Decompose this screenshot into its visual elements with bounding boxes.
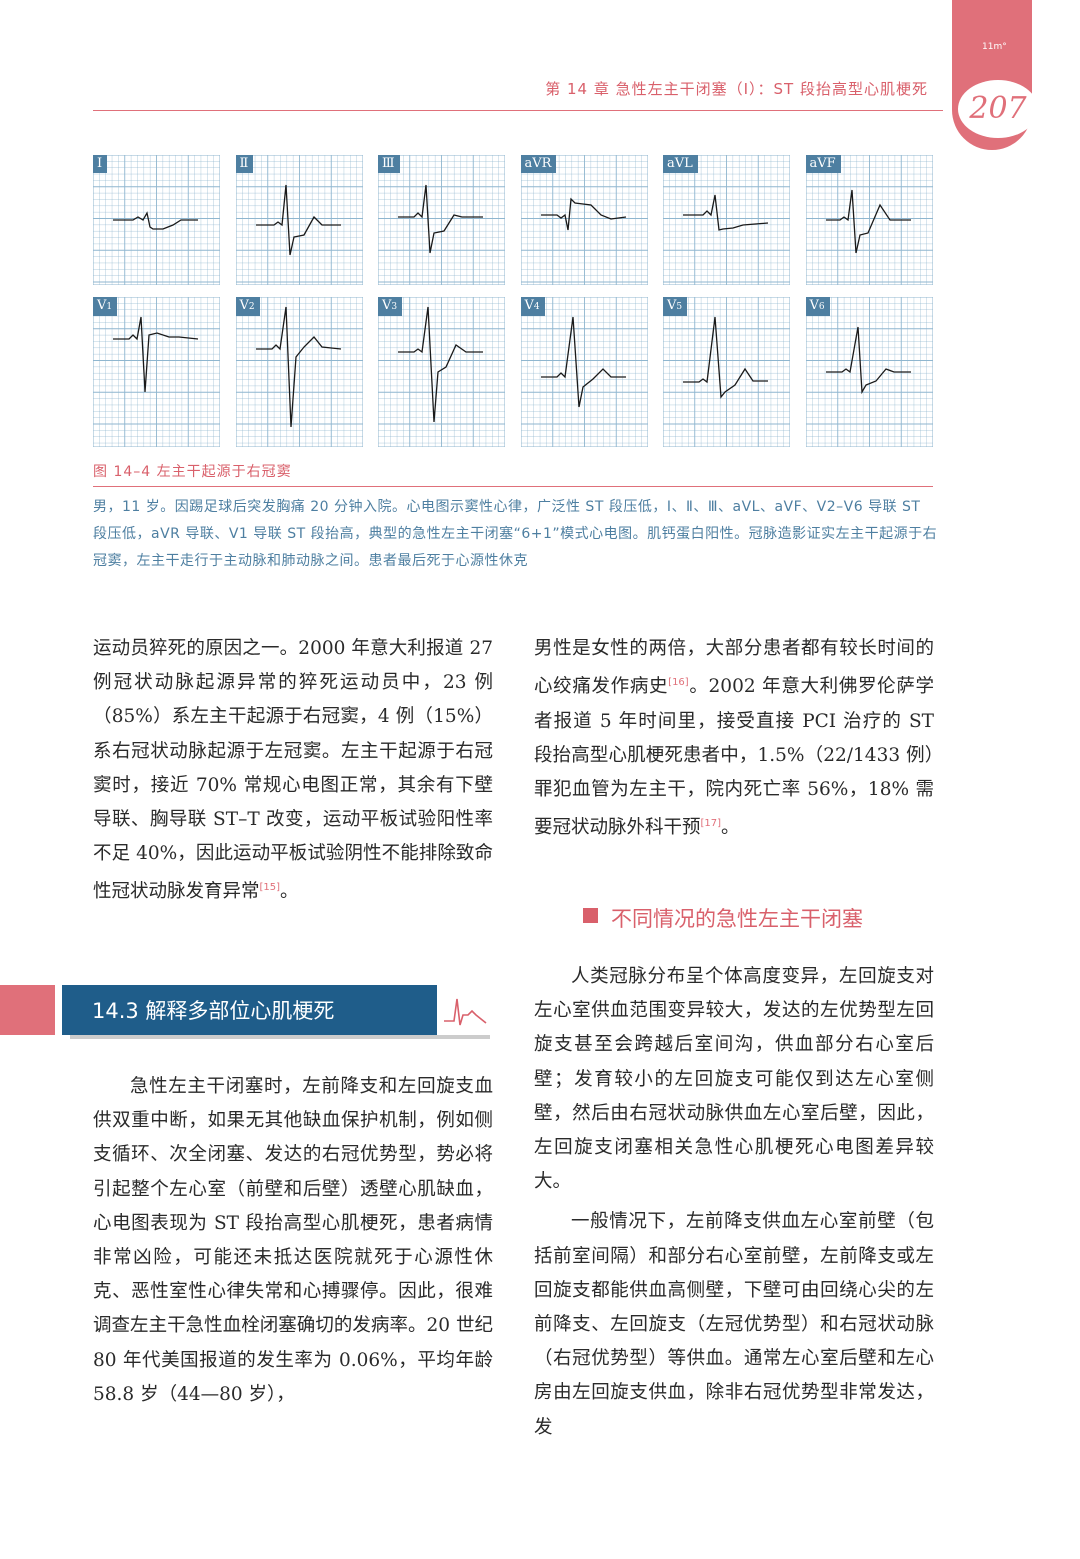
- ecg-trace: [540, 316, 626, 408]
- running-head: 第 14 章 急性左主干闭塞（Ⅰ）：ST 段抬高型心肌梗死: [545, 80, 928, 98]
- ecg-lead-avl: aVL: [663, 155, 790, 285]
- ecg-trace: [255, 184, 341, 256]
- section-body-text: 急性左主干闭塞时，左前降支和左回旋支血供双重中断，如果无其他缺血保护机制，例如侧…: [93, 1076, 493, 1405]
- left-column-top: 运动员猝死的原因之一。2000 年意大利报道 27 例冠状动脉起源异常的猝死运动…: [93, 632, 493, 910]
- ecg-lead-label: Ⅲ: [378, 155, 400, 173]
- page-number: 207: [958, 80, 1038, 138]
- figure-title: 图 14–4 左主干起源于右冠窦: [93, 464, 292, 480]
- ecg-trace: [398, 306, 483, 423]
- subsection-para-1: 人类冠脉分布呈个体高度变异，左回旋支对左心室供血范围变异较大，发达的左优势型左回…: [534, 966, 934, 1193]
- ecg-trace: [825, 189, 911, 254]
- ecg-lead-v3: V3: [378, 297, 505, 447]
- ecg-lead-v6: V6: [805, 297, 933, 447]
- ecg-trace: [683, 194, 769, 231]
- ecg-lead-label: V3: [378, 297, 403, 316]
- ecg-lead-v4: V4: [520, 297, 648, 447]
- section-heading-bar: 14.3 解释多部位心肌梗死: [62, 985, 437, 1035]
- ecg-lead-label: Ⅰ: [93, 155, 108, 173]
- citation-15[interactable]: [15]: [259, 882, 281, 894]
- right-column-top: 男性是女性的两倍，大部分患者都有较长时间的心绞痛发作病史[16]。2002 年意…: [534, 632, 934, 846]
- ecg-lead-label: aVL: [663, 155, 698, 173]
- ecg-lead-v2: V2: [235, 297, 363, 447]
- citation-17[interactable]: [17]: [700, 818, 722, 830]
- ecg-lead-avf: aVF: [805, 155, 933, 285]
- ecg-lead-: Ⅱ: [235, 155, 363, 285]
- ecg-lead-label: V5: [663, 297, 688, 316]
- ecg-lead-v5: V5: [663, 297, 790, 447]
- ecg-lead-label: aVR: [520, 155, 557, 173]
- right-top-text-1: 男性是女性的两倍，大部分患者都有较长时间的心绞痛发作病史: [534, 638, 934, 698]
- right-top-text-2: 。2002 年意大利佛罗伦萨学者报道 5 年时间里，接受直接 PCI 治疗的 S…: [534, 676, 934, 839]
- ecg-wave-icon: [440, 985, 488, 1035]
- ecg-lead-label: V1: [93, 297, 118, 316]
- ecg-lead-label: aVF: [805, 155, 841, 173]
- ecg-lead-: Ⅲ: [378, 155, 505, 285]
- subsection-body: 人类冠脉分布呈个体高度变异，左回旋支对左心室供血范围变异较大，发达的左优势型左回…: [534, 960, 934, 1445]
- ecg-lead-label: Ⅱ: [235, 155, 254, 173]
- section-title: 14.3 解释多部位心肌梗死: [92, 999, 335, 1023]
- right-top-end: 。: [721, 817, 740, 839]
- figure-caption: 男，11 岁。因踢足球后突发胸痛 20 分钟入院。心电图示窦性心律，广泛性 ST…: [93, 499, 938, 569]
- ecg-trace: [398, 184, 483, 254]
- subsection-para-2: 一般情况下，左前降支供血左心室前壁（包括前室间隔）和部分右心室前壁，左前降支或左…: [534, 1211, 934, 1438]
- left-top-text: 运动员猝死的原因之一。2000 年意大利报道 27 例冠状动脉起源异常的猝死运动…: [93, 638, 493, 903]
- ecg-trace: [825, 326, 911, 395]
- ecg-lead-: Ⅰ: [93, 155, 220, 285]
- ecg-trace: [113, 211, 198, 230]
- section-bar-shadow: [70, 1035, 490, 1039]
- subhead-square-icon: [583, 908, 598, 923]
- subsection-title-text: 不同情况的急性左主干闭塞: [611, 907, 863, 931]
- ecg-lead-avr: aVR: [520, 155, 648, 285]
- ecg-lead-v1: V1: [93, 297, 220, 447]
- subsection-title: 不同情况的急性左主干闭塞: [583, 903, 863, 933]
- ecg-trace: [255, 306, 341, 428]
- figure-rule: [93, 486, 933, 487]
- section-side-tab: [0, 985, 55, 1035]
- ecg-lead-label: V4: [520, 297, 545, 316]
- ecg-trace: [540, 197, 626, 231]
- citation-16[interactable]: [16]: [668, 677, 689, 689]
- ecg-lead-label: V2: [235, 297, 260, 316]
- ecg-trace: [113, 316, 199, 393]
- ecg-trace: [683, 316, 768, 399]
- left-top-end: 。: [280, 881, 299, 903]
- ecg-lead-label: V6: [805, 297, 830, 316]
- brand-mark: 11m°: [982, 42, 1007, 52]
- header-rule: [93, 110, 943, 111]
- section-body: 急性左主干闭塞时，左前降支和左回旋支血供双重中断，如果无其他缺血保护机制，例如侧…: [93, 1070, 493, 1412]
